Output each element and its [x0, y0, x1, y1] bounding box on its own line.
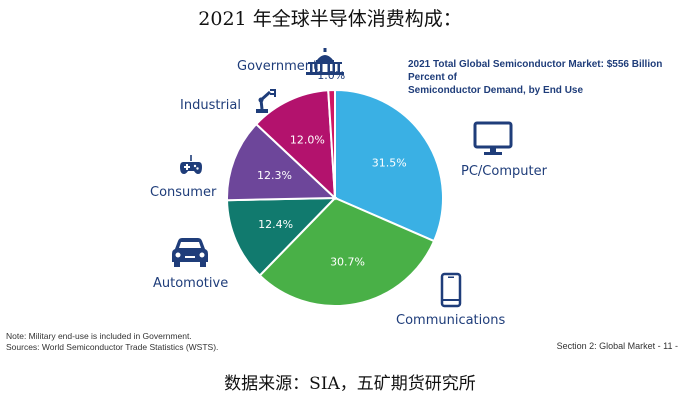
page-reference: Section 2: Global Market - 11 -	[556, 341, 678, 351]
robot-arm-icon	[256, 89, 276, 113]
pie-slice-pc-computer	[334, 88, 444, 243]
footnote: Note: Military end-use is included in Go…	[6, 331, 218, 353]
capitol-icon	[306, 48, 344, 75]
slice-label-consumer: 12.3%	[257, 169, 292, 182]
slice-label-industrial: 12.0%	[290, 133, 325, 146]
chart-title-line-1: 2021 Total Global Semiconductor Market: …	[408, 59, 663, 83]
chart-title: 2021 Total Global Semiconductor Market: …	[408, 58, 690, 97]
slice-label-communications: 30.7%	[330, 256, 365, 269]
pie-slice-communications	[258, 196, 436, 307]
page-title: 2021 年全球半导体消费构成：	[198, 8, 462, 30]
label-communications: Communications	[396, 313, 506, 328]
slice-label-automotive: 12.4%	[258, 218, 293, 231]
monitor-icon	[473, 121, 513, 155]
pie-slice-automotive	[226, 196, 338, 277]
label-consumer: Consumer	[150, 185, 217, 200]
data-source: 数据来源：SIA，五矿期货研究所	[224, 374, 476, 394]
pie-slice-consumer	[226, 122, 338, 202]
label-automotive: Automotive	[153, 276, 229, 291]
gamepad-icon	[180, 155, 202, 174]
footnote-line-1: Note: Military end-use is included in Go…	[6, 331, 192, 341]
label-government: Government	[237, 59, 319, 74]
label-pc-computer: PC/Computer	[461, 164, 547, 179]
car-icon	[172, 238, 208, 267]
pie-slice-government	[327, 88, 336, 199]
slice-label-pc-computer: 31.5%	[372, 156, 407, 169]
chart-title-line-2: Semiconductor Demand, by End Use	[408, 85, 584, 96]
label-industrial: Industrial	[180, 98, 241, 113]
phone-icon	[440, 272, 462, 308]
pie-slice-industrial	[254, 89, 337, 201]
footnote-line-2: Sources: World Semiconductor Trade Stati…	[6, 342, 219, 352]
